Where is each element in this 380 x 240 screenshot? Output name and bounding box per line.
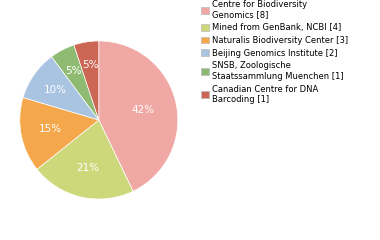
Wedge shape <box>99 41 178 191</box>
Text: 10%: 10% <box>44 85 67 95</box>
Legend: Centre for Biodiversity
Genomics [8], Mined from GenBank, NCBI [4], Naturalis Bi: Centre for Biodiversity Genomics [8], Mi… <box>201 0 348 104</box>
Wedge shape <box>74 41 99 120</box>
Text: 15%: 15% <box>39 124 62 134</box>
Wedge shape <box>20 97 99 169</box>
Text: 5%: 5% <box>82 60 98 70</box>
Text: 21%: 21% <box>76 163 100 173</box>
Text: 42%: 42% <box>132 105 155 115</box>
Wedge shape <box>52 45 99 120</box>
Text: 5%: 5% <box>65 66 81 76</box>
Wedge shape <box>23 57 99 120</box>
Wedge shape <box>37 120 133 199</box>
